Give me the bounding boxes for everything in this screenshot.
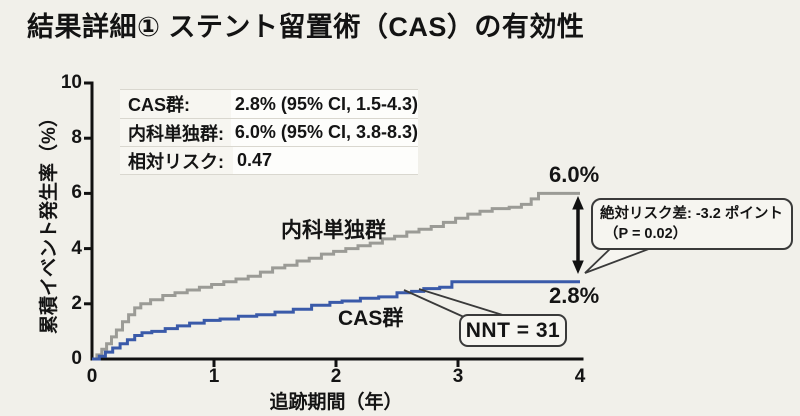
cas-curve-label: CAS群 [338, 307, 404, 330]
y-tick-label: 6 [71, 182, 82, 204]
stats-box: CAS群: 2.8% (95% CI, 1.5-4.3) 内科単独群: 6.0%… [120, 89, 418, 175]
speech-bubble-tail [584, 246, 655, 274]
y-tick-label: 0 [71, 348, 82, 369]
stats-label-medical: 内科単独群: [128, 123, 224, 144]
stats-value-cas: 2.8% (95% CI, 1.5-4.3) [230, 90, 418, 118]
x-tick-label: 4 [574, 366, 586, 387]
stats-row-medical: 内科単独群: 6.0% (95% CI, 3.8-8.3) [120, 118, 418, 146]
x-tick-label: 0 [86, 366, 98, 387]
stats-row-cas: CAS群: 2.8% (95% CI, 1.5-4.3) [120, 90, 418, 118]
cas-endpoint-value: 2.8% [549, 283, 600, 308]
y-tick-label: 8 [71, 127, 82, 149]
y-tick-label: 10 [60, 72, 82, 93]
risk-difference-arrow [572, 196, 584, 274]
slide-title: 結果詳細① ステント留置術（CAS）の有効性 [27, 12, 585, 42]
medical-curve-label: 内科単独群 [281, 219, 386, 242]
cas-group-curve [92, 280, 580, 361]
stats-label-cas: CAS群: [128, 95, 190, 115]
stats-label-relative-risk: 相対リスク: [128, 151, 224, 172]
p-value-text: （P = 0.02） [604, 226, 688, 242]
medical-endpoint-value: 6.0% [549, 162, 600, 187]
medical-group-curve [92, 191, 580, 361]
stats-row-relative-risk: 相対リスク: 0.47 [120, 146, 418, 174]
nnt-callout: NNT = 31 [459, 314, 567, 347]
stats-value-relative-risk: 0.47 [233, 147, 418, 174]
x-axis-label: 追跡期間（年） [269, 392, 403, 413]
x-tick-label: 3 [452, 366, 464, 387]
risk-difference-text: 絶対リスク差: -3.2 ポイント [600, 206, 783, 222]
risk-difference-callout: 絶対リスク差: -3.2 ポイント （P = 0.02） [591, 198, 793, 250]
x-tick-label: 1 [208, 366, 220, 387]
stats-value-medical: 6.0% (95% CI, 3.8-8.3) [230, 119, 418, 146]
x-tick-label: 2 [330, 366, 342, 387]
y-tick-label: 2 [71, 292, 82, 314]
y-tick-label: 4 [71, 237, 82, 259]
